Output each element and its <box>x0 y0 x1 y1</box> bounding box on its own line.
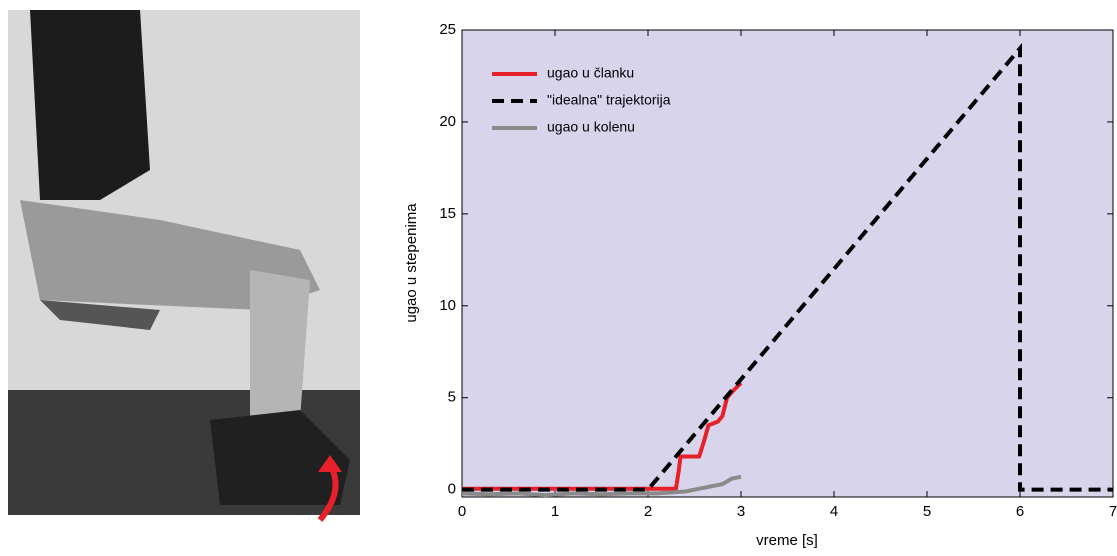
x-tick-label: 7 <box>1109 503 1117 520</box>
photo-foot <box>210 410 350 505</box>
photo-arrowhead <box>318 455 342 472</box>
legend-label: ugao u kolenu <box>547 119 635 135</box>
y-tick-label: 5 <box>448 389 456 406</box>
photo-chair <box>40 300 160 330</box>
x-tick-label: 1 <box>551 503 559 520</box>
photo-torso <box>30 10 150 200</box>
y-tick-label: 20 <box>439 113 456 130</box>
x-tick-label: 0 <box>458 503 466 520</box>
photo-leg <box>250 270 310 430</box>
x-tick-label: 4 <box>830 503 838 520</box>
x-axis-label: vreme [s] <box>756 532 818 549</box>
y-axis-label: ugao u stepenima <box>403 203 420 323</box>
plot-frame <box>461 29 1114 498</box>
legend-label: "idealna" trajektorija <box>547 92 671 108</box>
series-line <box>462 42 1113 492</box>
y-tick-label: 15 <box>439 205 456 222</box>
photo <box>8 10 360 522</box>
x-tick-label: 6 <box>1016 503 1024 520</box>
y-tick-label: 0 <box>448 481 456 498</box>
plot-area <box>462 30 1113 497</box>
legend-label: ugao u članku <box>547 65 634 81</box>
x-tick-label: 5 <box>923 503 931 520</box>
photo-thigh <box>20 200 320 310</box>
x-tick-label: 3 <box>737 503 745 520</box>
x-tick-label: 2 <box>644 503 652 520</box>
series-line <box>461 474 742 498</box>
y-tick-label: 25 <box>439 21 456 38</box>
y-tick-label: 10 <box>439 297 456 314</box>
